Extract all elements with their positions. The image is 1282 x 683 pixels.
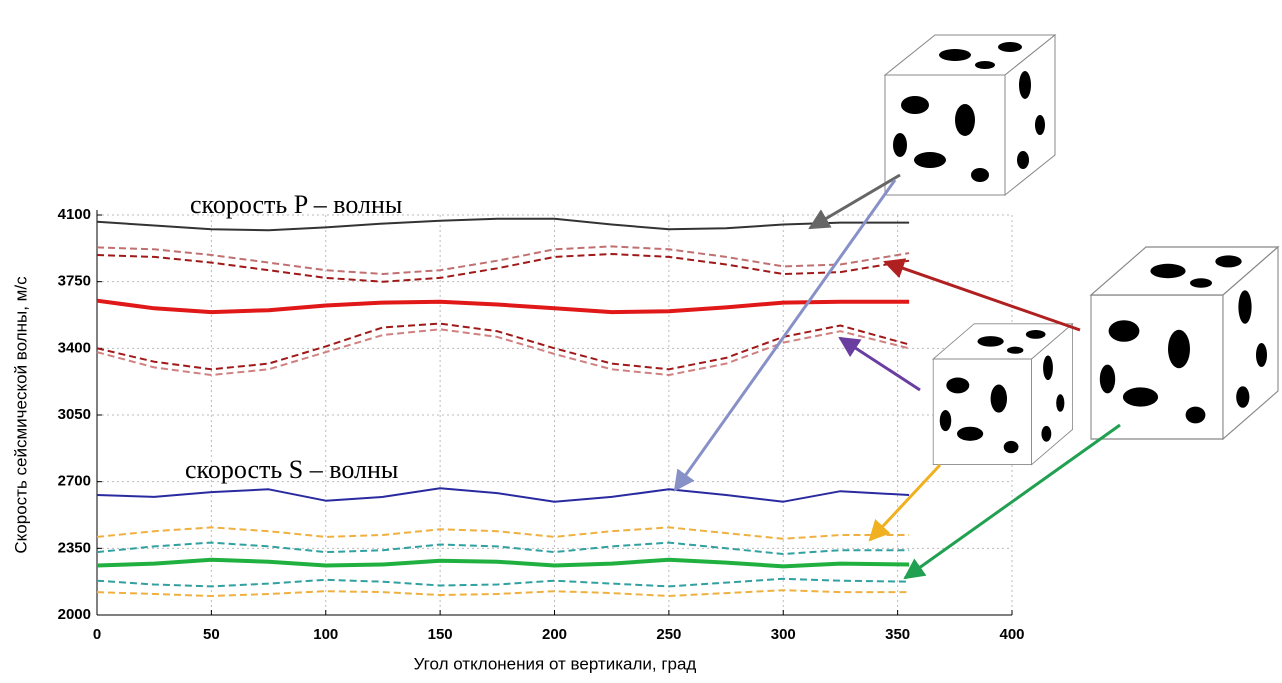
data-line xyxy=(96,217,910,232)
x-tick-label: 400 xyxy=(999,626,1024,643)
y-tick-label: 2350 xyxy=(58,539,91,556)
y-axis-label: Скорость сейсмической волны, м/с xyxy=(11,276,30,554)
data-line xyxy=(96,328,910,376)
data-line xyxy=(96,589,910,597)
x-tick-label: 50 xyxy=(203,626,220,643)
plot-area: 2000 2350 2700 3050 3400 3750 4100 0 50 100 150 200… xyxy=(58,206,1025,643)
annotation: скорость S – волны xyxy=(185,455,398,484)
arrow xyxy=(673,179,897,492)
x-tick-label: 0 xyxy=(93,626,101,643)
x-tick-label: 350 xyxy=(885,626,910,643)
y-tick-label: 2700 xyxy=(58,473,91,490)
data-line xyxy=(96,541,910,555)
rock-cube xyxy=(1090,246,1279,440)
x-tick-label: 300 xyxy=(771,626,796,643)
y-tick-label: 3400 xyxy=(58,339,91,356)
arrow xyxy=(808,173,901,230)
arrow xyxy=(868,463,942,542)
data-line xyxy=(96,526,910,540)
y-tick-label: 2000 xyxy=(58,606,91,623)
annotation: скорость P – волны xyxy=(190,190,402,219)
rock-cube xyxy=(932,323,1074,466)
data-line xyxy=(96,298,910,315)
y-tick-label: 3750 xyxy=(58,273,91,290)
data-line xyxy=(96,322,910,371)
x-tick-label: 150 xyxy=(428,626,453,643)
x-tick-label: 200 xyxy=(542,626,567,643)
y-tick-label: 4100 xyxy=(58,206,91,223)
x-tick-label: 100 xyxy=(313,626,338,643)
data-line xyxy=(96,253,910,283)
rock-cube xyxy=(884,34,1056,196)
x-tick-label: 250 xyxy=(656,626,681,643)
data-line xyxy=(96,487,910,503)
data-line xyxy=(96,245,910,275)
x-axis-label: Угол отклонения от вертикали, град xyxy=(414,654,697,673)
data-line xyxy=(96,557,910,569)
data-line xyxy=(96,577,910,588)
y-tick-label: 3050 xyxy=(58,406,91,423)
illustrations xyxy=(673,34,1279,580)
arrow xyxy=(883,258,1081,332)
arrow xyxy=(903,423,1121,580)
arrow xyxy=(838,336,921,392)
